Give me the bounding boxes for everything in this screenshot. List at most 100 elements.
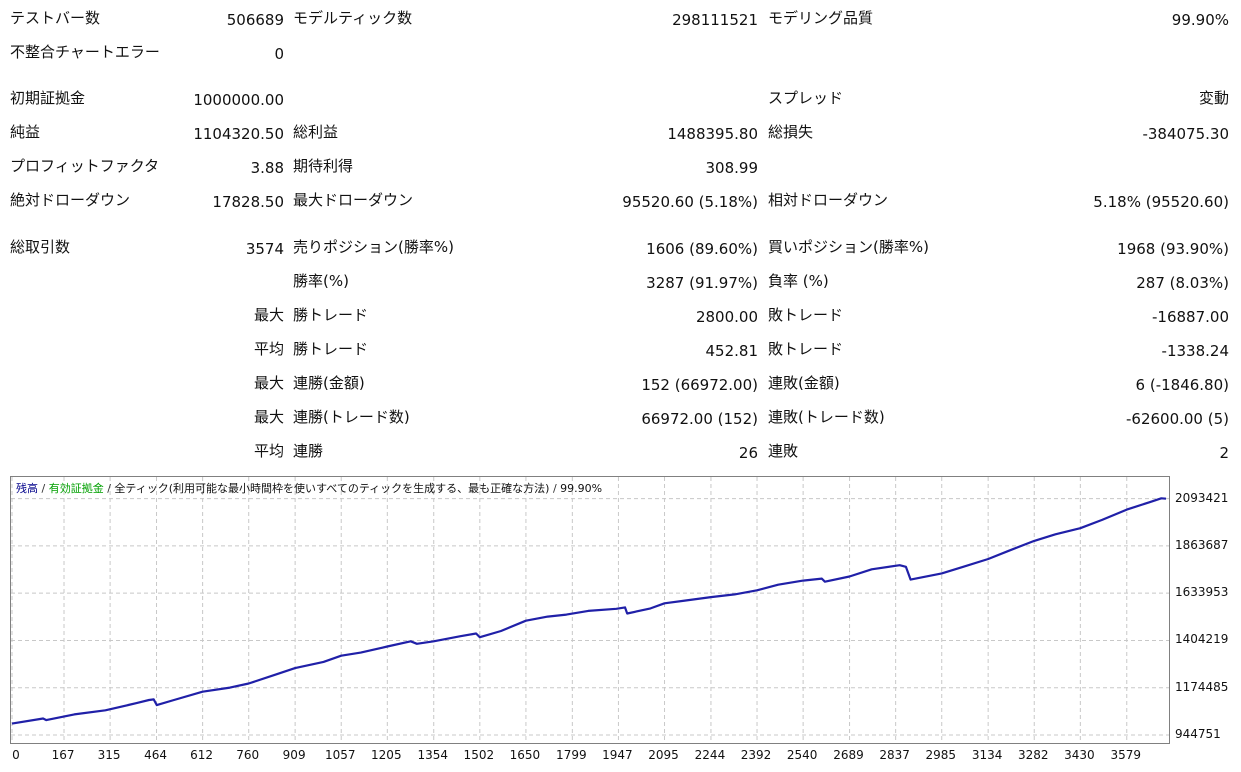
- average-loss-label: 敗トレード: [768, 340, 844, 358]
- legend-sep: /: [549, 482, 561, 495]
- legend-sep: /: [38, 482, 49, 495]
- max-prefix-2: 最大: [253, 408, 284, 426]
- y-tick-label: 944751: [1175, 727, 1221, 741]
- x-tick-label: 2689: [833, 748, 864, 762]
- chart-legend: 残高 / 有効証拠金 / 全ティック(利用可能な最小時間枠を使いすべてのティック…: [16, 482, 602, 496]
- initial-deposit-label: 初期証拠金: [10, 89, 86, 107]
- max-consec-losses-money-label: 連敗(金額): [768, 374, 840, 392]
- x-tick-label: 2837: [879, 748, 910, 762]
- x-tick-label: 1650: [509, 748, 541, 762]
- max-consec-wins-money-value: 152 (66972.00): [641, 376, 758, 394]
- avg-prefix-2: 平均: [253, 442, 284, 460]
- max-consec-losses-count-label: 連敗(トレード数): [768, 408, 885, 426]
- max-prefix-1: 最大: [253, 374, 284, 392]
- max-drawdown-value: 95520.60 (5.18%): [622, 193, 758, 211]
- gross-profit-label: 総利益: [293, 123, 339, 141]
- mismatch-errors-label: 不整合チャートエラー: [10, 43, 160, 61]
- abs-drawdown-label: 絶対ドローダウン: [10, 191, 131, 209]
- short-positions-value: 1606 (89.60%): [646, 240, 758, 258]
- mismatch-errors-value: 0: [274, 45, 284, 63]
- x-tick-label: 1947: [602, 748, 633, 762]
- avg-consec-wins-label: 連勝: [293, 442, 324, 460]
- x-tick-label: 315: [97, 748, 121, 762]
- test-bars-value: 506689: [226, 11, 284, 29]
- legend-equity: 有効証拠金: [48, 482, 104, 495]
- x-tick-label: 2095: [648, 748, 679, 762]
- expected-payoff-value: 308.99: [705, 159, 759, 177]
- average-loss-value: -1338.24: [1161, 342, 1229, 360]
- short-positions-label: 売りポジション(勝率%): [293, 238, 454, 256]
- avg-consec-losses-value: 2: [1219, 444, 1229, 462]
- x-tick-label: 2244: [694, 748, 726, 762]
- x-tick-label: 2392: [740, 748, 772, 762]
- largest-prefix: 最大: [253, 306, 284, 324]
- long-positions-label: 買いポジション(勝率%): [768, 238, 929, 256]
- loss-trades-label: 負率 (%): [768, 272, 829, 290]
- profit-trades-value: 3287 (91.97%): [646, 274, 758, 292]
- average-prefix: 平均: [253, 340, 284, 358]
- x-tick-label: 1502: [463, 748, 495, 762]
- gross-profit-value: 1488395.80: [667, 125, 758, 143]
- avg-consec-losses-label: 連敗: [768, 442, 799, 460]
- spread-value: 変動: [1198, 89, 1229, 107]
- test-bars-label: テストバー数: [10, 9, 101, 27]
- x-tick-label: 3579: [1110, 748, 1142, 762]
- profit-factor-value: 3.88: [250, 159, 284, 177]
- x-tick-label: 909: [282, 748, 306, 762]
- profit-trades-label: 勝率(%): [293, 272, 349, 290]
- max-consec-losses-money-value: 6 (-1846.80): [1135, 376, 1229, 394]
- profit-factor-label: プロフィットファクタ: [10, 157, 160, 175]
- x-tick-label: 167: [51, 748, 75, 762]
- x-tick-label: 2985: [925, 748, 957, 762]
- largest-loss-label: 敗トレード: [768, 306, 844, 324]
- balance-series-line: [11, 497, 1167, 725]
- x-tick-label: 760: [236, 748, 260, 762]
- x-tick-label: 3134: [971, 748, 1003, 762]
- max-consec-losses-count-value: -62600.00 (5): [1125, 410, 1229, 428]
- x-tick-label: 1057: [324, 748, 356, 762]
- x-tick-label: 3282: [1017, 748, 1049, 762]
- max-consec-wins-money-label: 連勝(金額): [293, 374, 365, 392]
- x-tick-label: 1205: [371, 748, 402, 762]
- average-profit-value: 452.81: [705, 342, 759, 360]
- legend-model: 全ティック(利用可能な最小時間枠を使いすべてのティックを生成する、最も正確な方法…: [114, 482, 550, 495]
- gross-loss-label: 総損失: [768, 123, 814, 141]
- total-trades-label: 総取引数: [10, 238, 71, 256]
- x-tick-label: 1799: [556, 748, 587, 762]
- y-tick-label: 1174485: [1175, 679, 1229, 694]
- max-drawdown-label: 最大ドローダウン: [293, 191, 414, 209]
- balance-chart: [10, 476, 1170, 744]
- x-tick-label: 464: [144, 748, 167, 762]
- avg-consec-wins-value: 26: [738, 444, 758, 462]
- largest-profit-label: 勝トレード: [293, 306, 369, 324]
- abs-drawdown-value: 17828.50: [212, 193, 284, 211]
- x-tick-label: 3430: [1064, 748, 1095, 762]
- x-tick-label: 2540: [786, 748, 818, 762]
- net-profit-value: 1104320.50: [193, 125, 284, 143]
- model-ticks-value: 298111521: [672, 11, 758, 29]
- model-ticks-label: モデルティック数: [293, 9, 413, 27]
- y-tick-label: 1633953: [1175, 585, 1229, 600]
- legend-quality: 99.90%: [560, 482, 603, 495]
- initial-deposit-value: 1000000.00: [193, 91, 284, 109]
- balance-chart-svg: [11, 477, 1169, 743]
- net-profit-label: 純益: [10, 123, 41, 141]
- y-tick-label: 2093421: [1175, 490, 1229, 505]
- largest-profit-value: 2800.00: [695, 308, 758, 326]
- legend-balance: 残高: [16, 482, 38, 495]
- y-tick-label: 1863687: [1175, 537, 1229, 552]
- loss-trades-value: 287 (8.03%): [1136, 274, 1229, 292]
- long-positions-value: 1968 (93.90%): [1117, 240, 1229, 258]
- model-quality-label: モデリング品質: [768, 9, 874, 27]
- y-tick-label: 1404219: [1175, 632, 1229, 647]
- rel-drawdown-value: 5.18% (95520.60): [1093, 193, 1229, 211]
- model-quality-value: 99.90%: [1171, 11, 1229, 29]
- rel-drawdown-label: 相対ドローダウン: [768, 191, 889, 209]
- max-consec-wins-count-value: 66972.00 (152): [641, 410, 758, 428]
- legend-sep: /: [103, 482, 115, 495]
- x-tick-label: 1354: [417, 748, 448, 762]
- x-tick-label: 0: [12, 748, 20, 762]
- expected-payoff-label: 期待利得: [293, 157, 354, 175]
- gross-loss-value: -384075.30: [1142, 125, 1229, 143]
- average-profit-label: 勝トレード: [293, 340, 369, 358]
